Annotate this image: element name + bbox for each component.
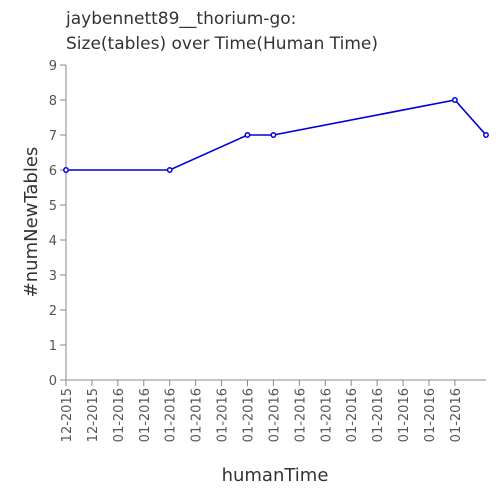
y-tick-label: 9 — [49, 59, 57, 74]
y-tick-label: 0 — [49, 374, 57, 389]
x-tick-label: 01-2016 — [345, 388, 360, 442]
x-tick-label: 01-2016 — [190, 388, 205, 442]
y-tick-label: 5 — [49, 199, 57, 214]
x-axis: 12-2015 12-2015 01-2016 01-2016 01-2016 01-20… — [60, 379, 486, 442]
x-tick-label: 12-2015 — [60, 388, 75, 442]
chart-title-line-2: Size(tables) over Time(Human Time) — [66, 34, 378, 54]
y-axis: 0 1 2 3 4 5 6 7 8 9 — [49, 59, 67, 389]
x-axis-title: humanTime — [222, 465, 329, 486]
y-tick-label: 6 — [49, 164, 57, 179]
chart-title: jaybennett89__thorium-go: Size(tables) o… — [65, 9, 378, 54]
x-tick-label: 01-2016 — [319, 388, 334, 442]
series-line — [66, 99, 487, 171]
x-tick-label: 01-2016 — [267, 388, 282, 442]
data-point — [244, 132, 251, 138]
y-tick-label: 8 — [49, 94, 57, 109]
x-tick-label: 12-2015 — [86, 388, 101, 442]
chart-title-line-1: jaybennett89__thorium-go: — [65, 9, 296, 29]
data-point — [270, 132, 277, 138]
data-point — [63, 167, 69, 173]
data-point — [483, 132, 489, 138]
x-tick-label: 01-2016 — [423, 388, 438, 442]
x-tick-label: 01-2016 — [449, 388, 464, 442]
y-tick-label: 4 — [49, 234, 57, 249]
y-tick-label: 3 — [49, 269, 57, 284]
y-tick-label: 1 — [49, 339, 57, 354]
x-tick-label: 01-2016 — [138, 388, 153, 442]
plot-area — [63, 97, 489, 173]
y-tick-label: 7 — [49, 129, 57, 144]
y-tick-label: 2 — [49, 304, 57, 319]
x-tick-label: 01-2016 — [216, 388, 231, 442]
y-axis-title: #numNewTables — [21, 147, 42, 298]
x-tick-label: 01-2016 — [293, 388, 308, 442]
x-tick-label: 01-2016 — [164, 388, 179, 442]
x-tick-label: 01-2016 — [112, 388, 127, 442]
data-point — [451, 97, 458, 103]
data-point — [166, 167, 173, 173]
x-tick-label: 01-2016 — [397, 388, 412, 442]
x-tick-label: 01-2016 — [241, 388, 256, 442]
x-tick-label: 01-2016 — [371, 388, 386, 442]
